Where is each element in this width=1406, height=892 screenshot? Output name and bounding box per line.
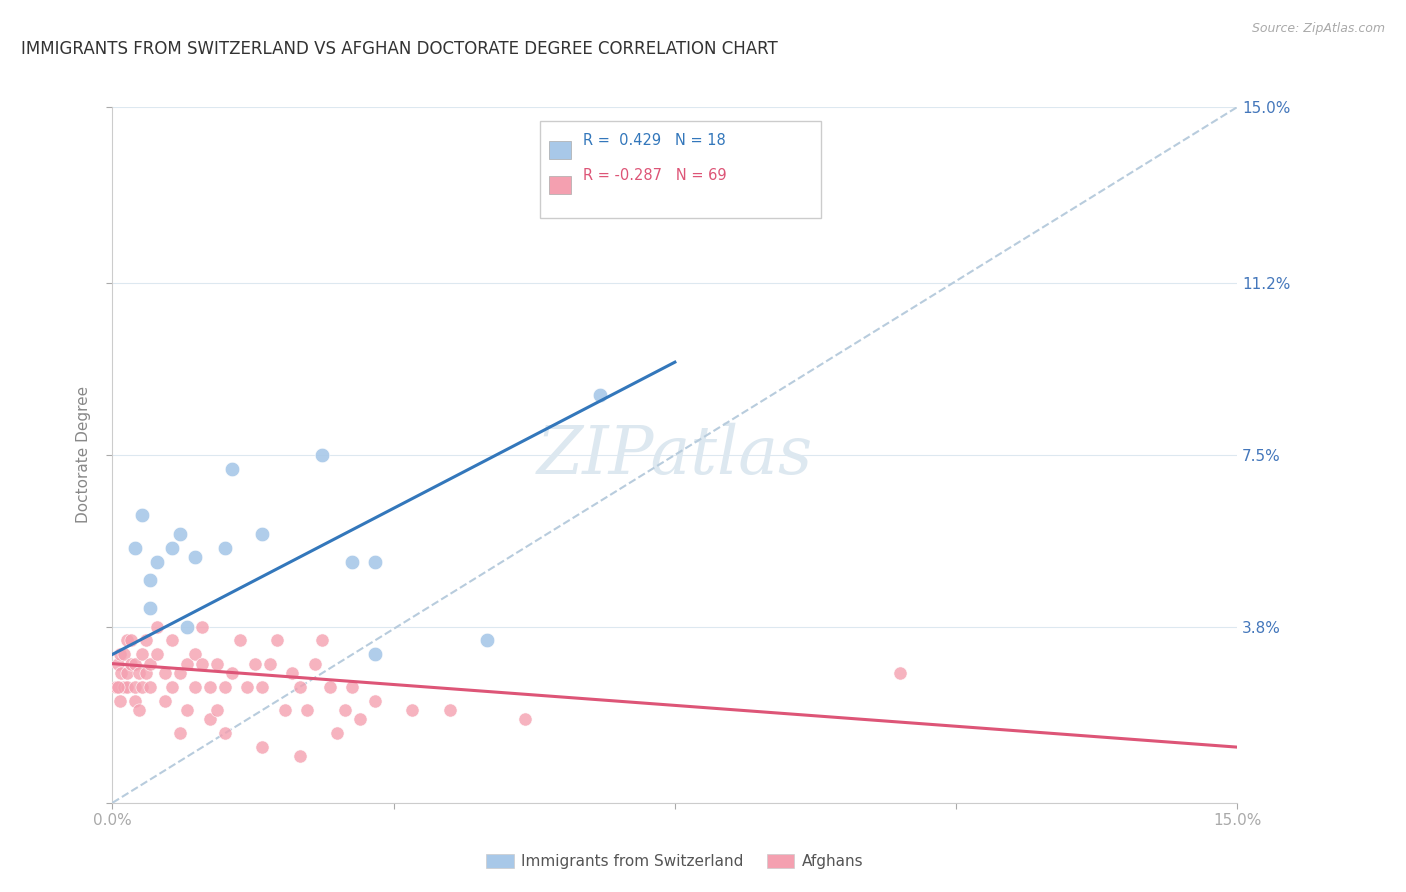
Point <box>477 633 499 648</box>
Point <box>304 657 326 671</box>
Point <box>589 387 612 401</box>
Bar <box>548 141 571 159</box>
Point <box>229 633 252 648</box>
Point <box>252 526 274 541</box>
Point <box>191 657 214 671</box>
Point <box>364 648 387 662</box>
Point <box>342 555 364 569</box>
Point <box>198 680 221 694</box>
Text: R = -0.287   N = 69: R = -0.287 N = 69 <box>582 168 727 183</box>
Point <box>342 680 364 694</box>
Point <box>162 680 184 694</box>
Point <box>107 657 129 671</box>
Point <box>184 549 207 564</box>
Point <box>139 680 162 694</box>
Point <box>128 665 150 680</box>
Point <box>326 726 349 740</box>
Point <box>319 680 342 694</box>
Point <box>131 648 153 662</box>
Point <box>146 648 169 662</box>
Point <box>117 665 139 680</box>
Point <box>124 694 146 708</box>
Point <box>135 665 157 680</box>
Point <box>207 657 229 671</box>
Point <box>221 665 243 680</box>
Point <box>207 703 229 717</box>
Point <box>176 703 198 717</box>
Point <box>110 665 132 680</box>
Point <box>252 680 274 694</box>
Point <box>184 648 207 662</box>
Point <box>176 657 198 671</box>
Point <box>139 657 162 671</box>
Point <box>297 703 319 717</box>
Point <box>117 633 139 648</box>
Point <box>889 665 911 680</box>
Point <box>259 657 281 671</box>
Point <box>153 694 176 708</box>
Point <box>439 703 461 717</box>
Point <box>169 726 191 740</box>
Point <box>252 740 274 755</box>
Point <box>311 633 333 648</box>
Point <box>288 680 311 694</box>
Point <box>311 448 333 462</box>
Point <box>146 619 169 633</box>
Point <box>214 680 236 694</box>
Point <box>124 657 146 671</box>
Point <box>162 633 184 648</box>
Point <box>236 680 259 694</box>
Point <box>108 648 131 662</box>
Point <box>243 657 266 671</box>
Text: Source: ZipAtlas.com: Source: ZipAtlas.com <box>1251 22 1385 36</box>
Bar <box>548 176 571 194</box>
Text: IMMIGRANTS FROM SWITZERLAND VS AFGHAN DOCTORATE DEGREE CORRELATION CHART: IMMIGRANTS FROM SWITZERLAND VS AFGHAN DO… <box>21 40 778 58</box>
Text: ZIPatlas: ZIPatlas <box>537 422 813 488</box>
Point <box>107 680 129 694</box>
Point <box>162 541 184 555</box>
Point <box>124 541 146 555</box>
Point <box>333 703 356 717</box>
Point <box>139 601 162 615</box>
Point <box>401 703 423 717</box>
Point <box>153 665 176 680</box>
Point <box>131 508 153 523</box>
Point <box>146 555 169 569</box>
Point <box>364 694 387 708</box>
Text: R =  0.429   N = 18: R = 0.429 N = 18 <box>582 133 725 148</box>
Point <box>120 633 142 648</box>
Point <box>364 555 387 569</box>
Bar <box>540 121 821 219</box>
Point <box>120 657 142 671</box>
Point <box>135 633 157 648</box>
Point <box>176 619 198 633</box>
Point <box>266 633 288 648</box>
Y-axis label: Doctorate Degree: Doctorate Degree <box>76 386 91 524</box>
Point <box>513 712 536 726</box>
Point <box>139 573 162 587</box>
Point <box>169 526 191 541</box>
Point <box>105 680 128 694</box>
Point <box>214 726 236 740</box>
Point <box>131 680 153 694</box>
Point <box>112 680 135 694</box>
Point <box>169 665 191 680</box>
Point <box>128 703 150 717</box>
Legend: Immigrants from Switzerland, Afghans: Immigrants from Switzerland, Afghans <box>481 848 869 875</box>
Point <box>124 680 146 694</box>
Point <box>198 712 221 726</box>
Point <box>274 703 297 717</box>
Point <box>214 541 236 555</box>
Point <box>191 619 214 633</box>
Point <box>108 694 131 708</box>
Point <box>112 648 135 662</box>
Point <box>221 462 243 476</box>
Point <box>117 680 139 694</box>
Point <box>184 680 207 694</box>
Point <box>349 712 371 726</box>
Point <box>281 665 304 680</box>
Point <box>288 749 311 764</box>
